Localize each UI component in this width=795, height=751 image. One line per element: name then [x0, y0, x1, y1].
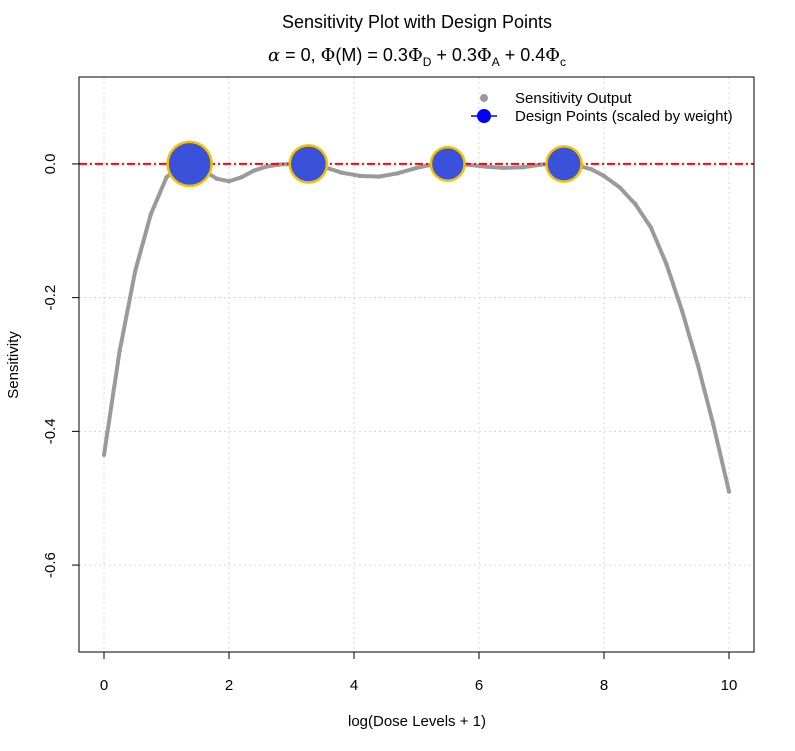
sensitivity-point: [711, 422, 716, 427]
x-tick-label: 2: [225, 677, 233, 694]
sensitivity-point: [214, 176, 219, 181]
sensitivity-point: [617, 185, 622, 190]
design-point: [429, 145, 466, 182]
sensitivity-series: [101, 161, 732, 494]
sensitivity-point: [148, 211, 154, 217]
y-axis: 0.0 -0.2 -0.4 -0.6: [42, 153, 79, 578]
subtitle-plus-1: + 0.3: [431, 45, 477, 65]
x-axis-label: log(Dose Levels + 1): [348, 713, 486, 730]
subtitle-phi-d: Φ: [408, 45, 423, 66]
sensitivity-point: [589, 167, 594, 172]
sensitivity-point: [376, 174, 382, 179]
sensitivity-point: [339, 170, 344, 175]
sensitivity-point: [539, 162, 544, 167]
x-tick-label: 6: [475, 677, 483, 694]
design-points: [166, 140, 583, 188]
sensitivity-point: [601, 173, 607, 179]
sensitivity-point: [633, 201, 638, 207]
subtitle-sub-d: D: [423, 55, 432, 69]
sensitivity-point: [679, 308, 685, 314]
sensitivity-point: [664, 262, 669, 267]
x-tick-label: 10: [721, 677, 738, 694]
y-axis-label: Sensitivity: [5, 331, 22, 399]
x-tick-label: 0: [100, 677, 108, 694]
sensitivity-point: [483, 164, 488, 169]
grid-lines: [79, 77, 754, 652]
sensitivity-point: [164, 175, 169, 180]
sensitivity-point: [395, 171, 400, 176]
y-tick-label: -0.6: [42, 552, 59, 578]
y-tick-label: -0.4: [42, 418, 59, 444]
sensitivity-point: [117, 348, 122, 354]
subtitle-sub-a: A: [492, 55, 500, 69]
legend-design-label: Design Points (scaled by weight): [515, 108, 733, 125]
y-tick-label: -0.2: [42, 285, 59, 311]
subtitle-m: M: [341, 45, 356, 65]
chart-title: Sensitivity Plot with Design Points: [282, 12, 552, 32]
legend-sensitivity-marker: [480, 94, 488, 102]
design-point: [545, 145, 583, 183]
x-tick-label: 4: [350, 677, 358, 694]
sensitivity-point: [501, 165, 507, 171]
subtitle-phi-c: Φ: [545, 45, 560, 66]
y-tick-label: 0.0: [42, 153, 59, 174]
sensitivity-point: [358, 173, 363, 179]
x-axis: 0 2 4 6 8 10: [100, 652, 738, 694]
design-point: [288, 144, 329, 184]
sensitivity-point: [726, 489, 732, 494]
design-point: [166, 140, 213, 188]
sensitivity-point: [695, 362, 700, 367]
subtitle-phi-a: Φ: [477, 45, 492, 66]
subtitle-close-paren: ): [356, 45, 362, 65]
sensitivity-point: [251, 168, 257, 173]
chart-subtitle: α = 0, Φ(M) = 0.3ΦD + 0.3ΦA + 0.4Φc: [268, 45, 566, 69]
subtitle-alpha-value: = 0,: [280, 45, 321, 65]
sensitivity-point: [264, 164, 269, 169]
subtitle-alpha: α: [268, 45, 280, 66]
sensitivity-point: [520, 165, 525, 170]
subtitle-sub-c: c: [560, 55, 566, 69]
sensitivity-curve: [102, 161, 731, 494]
plot-frame: [78, 76, 755, 653]
sensitivity-point: [133, 268, 138, 274]
subtitle-phi: Φ: [321, 45, 336, 66]
x-tick-label: 8: [600, 677, 608, 694]
sensitivity-point: [239, 175, 244, 180]
legend: Sensitivity Output Design Points (scaled…: [471, 90, 733, 125]
legend-sensitivity-label: Sensitivity Output: [515, 90, 633, 107]
subtitle-plus-2: + 0.4: [500, 45, 546, 65]
subtitle-open-paren: (: [335, 45, 341, 65]
sensitivity-point: [414, 165, 419, 171]
sensitivity-point: [101, 452, 107, 457]
subtitle-equals: = 0.3: [362, 45, 408, 65]
legend-design-marker: [477, 109, 491, 123]
sensitivity-point: [226, 179, 232, 184]
sensitivity-point: [648, 225, 654, 230]
